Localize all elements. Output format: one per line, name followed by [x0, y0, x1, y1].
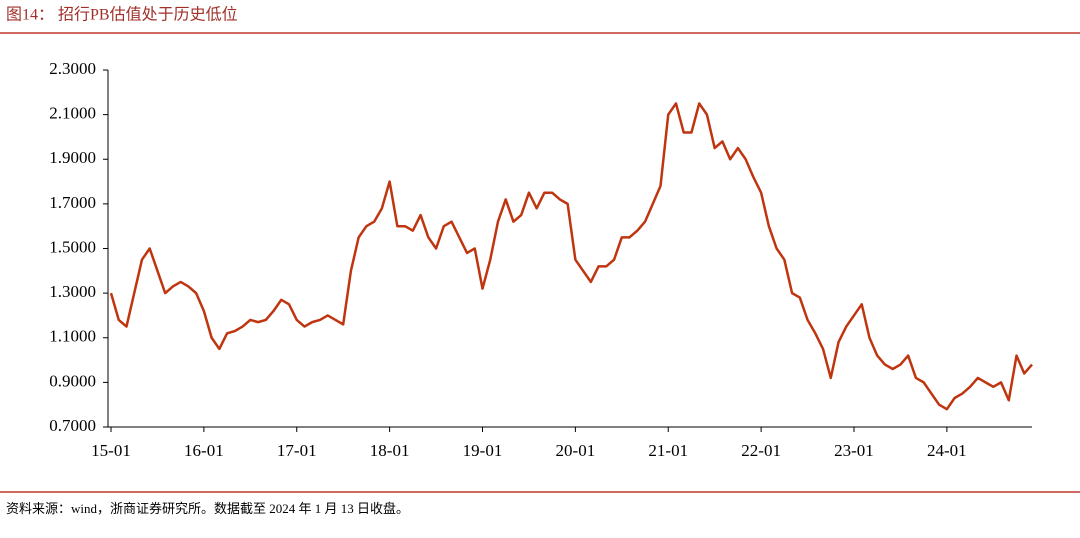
- y-tick-label: 1.9000: [49, 148, 96, 167]
- x-tick-label: 22-01: [741, 441, 781, 460]
- y-tick-label: 1.5000: [49, 237, 96, 256]
- chart-title: 图14： 招行PB估值处于历史低位: [6, 6, 238, 24]
- x-tick-label: 23-01: [834, 441, 874, 460]
- y-tick-label: 1.1000: [49, 327, 96, 346]
- x-tick-label: 20-01: [556, 441, 596, 460]
- x-tick-label: 21-01: [648, 441, 688, 460]
- data-line: [109, 102, 1033, 411]
- y-tick-label: 1.7000: [49, 193, 96, 212]
- x-tick-label: 16-01: [184, 441, 224, 460]
- x-tick-label: 17-01: [277, 441, 317, 460]
- y-tick-label: 2.3000: [49, 59, 96, 78]
- x-tick-label: 15-01: [91, 441, 131, 460]
- y-tick-label: 1.3000: [49, 282, 96, 301]
- y-tick-label: 0.9000: [49, 371, 96, 390]
- y-tick-label: 2.1000: [49, 104, 96, 123]
- x-tick-label: 18-01: [370, 441, 410, 460]
- x-tick-label: 19-01: [463, 441, 503, 460]
- source-note: 资料来源：wind，浙商证券研究所。数据截至 2024 年 1 月 13 日收盘…: [6, 501, 409, 516]
- y-tick-label: 0.7000: [49, 416, 96, 435]
- x-tick-label: 24-01: [927, 441, 967, 460]
